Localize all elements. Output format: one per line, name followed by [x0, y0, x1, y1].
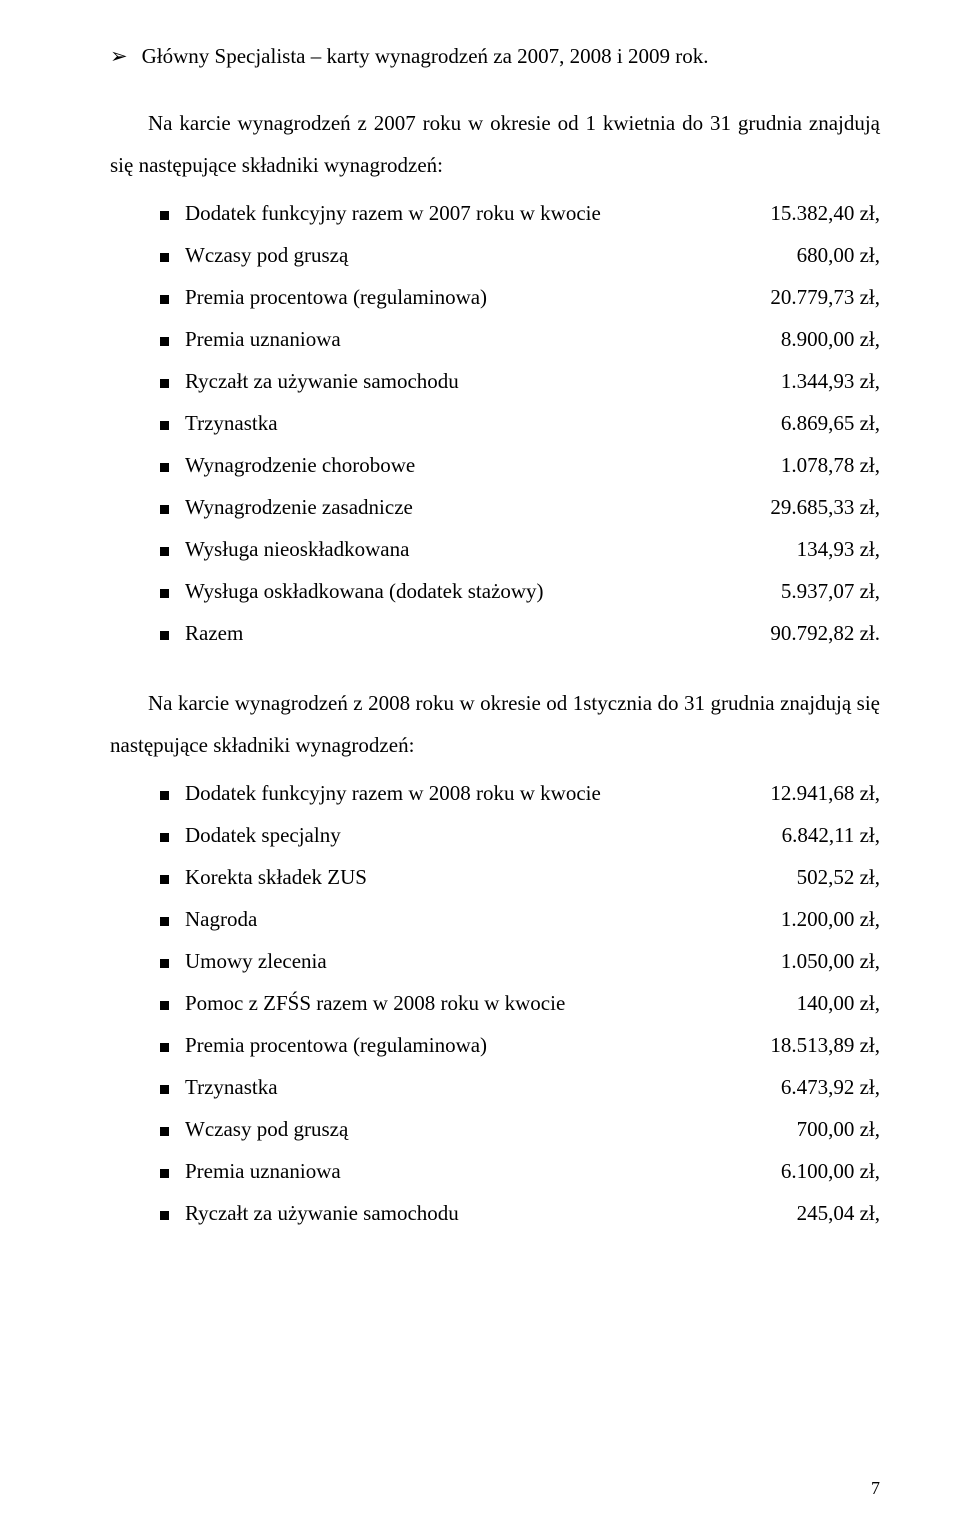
list-item: Pomoc z ZFŚS razem w 2008 roku w kwocie1…	[110, 982, 880, 1024]
item-label: Wysługa oskładkowana (dodatek stażowy)	[185, 570, 710, 612]
item-value: 15.382,40 zł,	[710, 192, 880, 234]
list-item: Nagroda1.200,00 zł,	[110, 898, 880, 940]
square-bullet-icon	[160, 295, 169, 304]
square-bullet-icon	[160, 875, 169, 884]
list-item: Wynagrodzenie chorobowe1.078,78 zł,	[110, 444, 880, 486]
item-label: Dodatek specjalny	[185, 814, 710, 856]
list-item: Premia uznaniowa8.900,00 zł,	[110, 318, 880, 360]
square-bullet-icon	[160, 421, 169, 430]
list-item: Razem90.792,82 zł.	[110, 612, 880, 654]
list-item: Umowy zlecenia1.050,00 zł,	[110, 940, 880, 982]
square-bullet-icon	[160, 1169, 169, 1178]
item-label: Premia uznaniowa	[185, 318, 710, 360]
page-number: 7	[871, 1478, 880, 1499]
square-bullet-icon	[160, 463, 169, 472]
item-value: 29.685,33 zł,	[710, 486, 880, 528]
square-bullet-icon	[160, 959, 169, 968]
square-bullet-icon	[160, 1043, 169, 1052]
item-value: 6.473,92 zł,	[710, 1066, 880, 1108]
list-item: Ryczałt za używanie samochodu245,04 zł,	[110, 1192, 880, 1234]
item-label: Wysługa nieoskładkowana	[185, 528, 710, 570]
square-bullet-icon	[160, 791, 169, 800]
square-bullet-icon	[160, 1127, 169, 1136]
item-label: Trzynastka	[185, 402, 710, 444]
square-bullet-icon	[160, 1085, 169, 1094]
square-bullet-icon	[160, 211, 169, 220]
item-label: Pomoc z ZFŚS razem w 2008 roku w kwocie	[185, 982, 710, 1024]
list-2008: Dodatek funkcyjny razem w 2008 roku w kw…	[110, 772, 880, 1234]
list-item: Korekta składek ZUS502,52 zł,	[110, 856, 880, 898]
item-label: Premia procentowa (regulaminowa)	[185, 1024, 710, 1066]
item-value: 1.344,93 zł,	[710, 360, 880, 402]
list-item: Wczasy pod gruszą680,00 zł,	[110, 234, 880, 276]
list-item: Wynagrodzenie zasadnicze29.685,33 zł,	[110, 486, 880, 528]
square-bullet-icon	[160, 379, 169, 388]
square-bullet-icon	[160, 917, 169, 926]
list-item: Trzynastka6.869,65 zł,	[110, 402, 880, 444]
list-item: Wczasy pod gruszą700,00 zł,	[110, 1108, 880, 1150]
item-value: 18.513,89 zł,	[710, 1024, 880, 1066]
item-value: 1.078,78 zł,	[710, 444, 880, 486]
list-item: Dodatek funkcyjny razem w 2008 roku w kw…	[110, 772, 880, 814]
item-label: Nagroda	[185, 898, 710, 940]
item-label: Ryczałt za używanie samochodu	[185, 360, 710, 402]
item-value: 6.842,11 zł,	[710, 814, 880, 856]
item-value: 5.937,07 zł,	[710, 570, 880, 612]
square-bullet-icon	[160, 589, 169, 598]
list-item: Wysługa nieoskładkowana134,93 zł,	[110, 528, 880, 570]
item-value: 20.779,73 zł,	[710, 276, 880, 318]
item-label: Premia procentowa (regulaminowa)	[185, 276, 710, 318]
list-item: Premia uznaniowa6.100,00 zł,	[110, 1150, 880, 1192]
paragraph-2: Na karcie wynagrodzeń z 2008 roku w okre…	[110, 682, 880, 766]
item-value: 1.050,00 zł,	[710, 940, 880, 982]
item-label: Dodatek funkcyjny razem w 2008 roku w kw…	[185, 772, 710, 814]
item-value: 245,04 zł,	[710, 1192, 880, 1234]
item-value: 6.869,65 zł,	[710, 402, 880, 444]
page: ➢ Główny Specjalista – karty wynagrodzeń…	[0, 0, 960, 1527]
square-bullet-icon	[160, 337, 169, 346]
list-item: Premia procentowa (regulaminowa)20.779,7…	[110, 276, 880, 318]
paragraph-1: Na karcie wynagrodzeń z 2007 roku w okre…	[110, 102, 880, 186]
item-label: Korekta składek ZUS	[185, 856, 710, 898]
item-label: Ryczałt za używanie samochodu	[185, 1192, 710, 1234]
square-bullet-icon	[160, 1211, 169, 1220]
square-bullet-icon	[160, 833, 169, 842]
item-label: Wynagrodzenie zasadnicze	[185, 486, 710, 528]
item-value: 12.941,68 zł,	[710, 772, 880, 814]
item-value: 90.792,82 zł.	[710, 612, 880, 654]
list-item: Trzynastka6.473,92 zł,	[110, 1066, 880, 1108]
square-bullet-icon	[160, 631, 169, 640]
list-item: Dodatek funkcyjny razem w 2007 roku w kw…	[110, 192, 880, 234]
item-label: Dodatek funkcyjny razem w 2007 roku w kw…	[185, 192, 710, 234]
item-value: 502,52 zł,	[710, 856, 880, 898]
item-value: 700,00 zł,	[710, 1108, 880, 1150]
square-bullet-icon	[160, 1001, 169, 1010]
item-label: Razem	[185, 612, 710, 654]
item-label: Trzynastka	[185, 1066, 710, 1108]
item-label: Premia uznaniowa	[185, 1150, 710, 1192]
item-value: 6.100,00 zł,	[710, 1150, 880, 1192]
item-value: 140,00 zł,	[710, 982, 880, 1024]
item-value: 8.900,00 zł,	[710, 318, 880, 360]
list-item: Premia procentowa (regulaminowa)18.513,8…	[110, 1024, 880, 1066]
section-heading: ➢ Główny Specjalista – karty wynagrodzeń…	[110, 40, 880, 74]
item-label: Umowy zlecenia	[185, 940, 710, 982]
square-bullet-icon	[160, 547, 169, 556]
item-value: 134,93 zł,	[710, 528, 880, 570]
list-item: Ryczałt za używanie samochodu1.344,93 zł…	[110, 360, 880, 402]
list-item: Wysługa oskładkowana (dodatek stażowy)5.…	[110, 570, 880, 612]
square-bullet-icon	[160, 253, 169, 262]
item-label: Wczasy pod gruszą	[185, 1108, 710, 1150]
arrow-icon: ➢	[110, 40, 128, 74]
heading-text: Główny Specjalista – karty wynagrodzeń z…	[142, 40, 709, 74]
item-label: Wczasy pod gruszą	[185, 234, 710, 276]
item-value: 680,00 zł,	[710, 234, 880, 276]
item-label: Wynagrodzenie chorobowe	[185, 444, 710, 486]
item-value: 1.200,00 zł,	[710, 898, 880, 940]
list-2007: Dodatek funkcyjny razem w 2007 roku w kw…	[110, 192, 880, 654]
square-bullet-icon	[160, 505, 169, 514]
list-item: Dodatek specjalny6.842,11 zł,	[110, 814, 880, 856]
